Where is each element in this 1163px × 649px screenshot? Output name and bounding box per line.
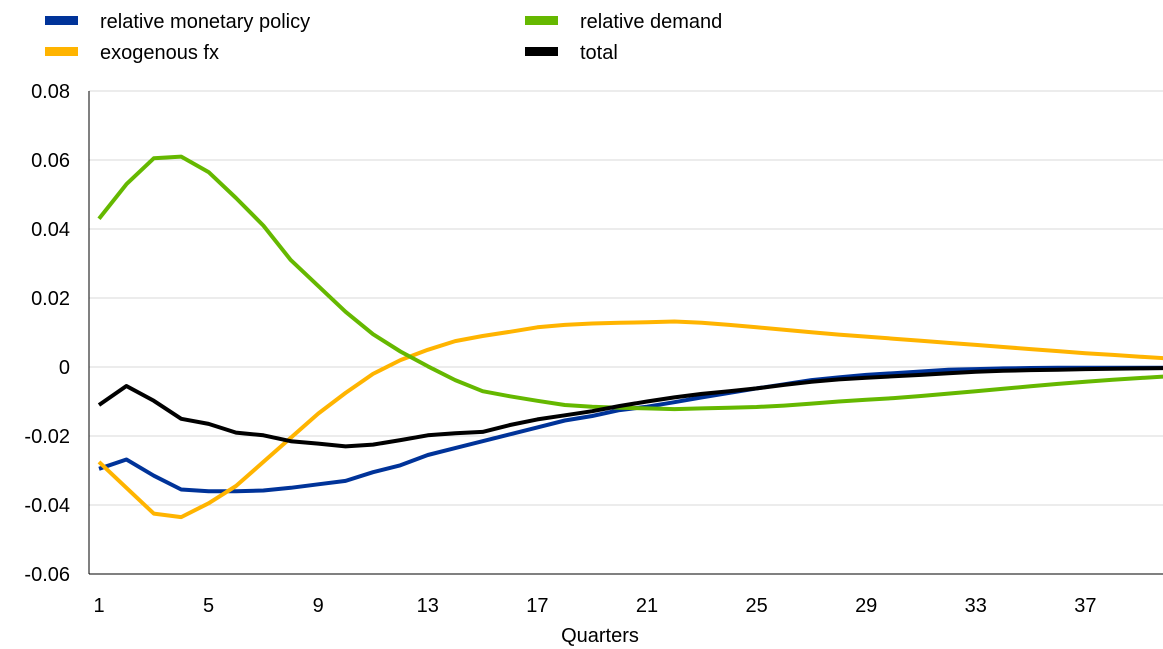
x-tick-label: 21 [636, 595, 658, 617]
y-tick-label: 0.02 [31, 288, 70, 310]
x-tick-label: 13 [417, 595, 439, 617]
legend-label: total [580, 42, 618, 64]
series-line-relative-demand [97, 154, 1163, 412]
x-tick-label: 29 [855, 595, 877, 617]
legend-label: exogenous fx [100, 42, 219, 64]
x-axis-title: Quarters [561, 625, 639, 647]
gridlines [89, 90, 1163, 506]
x-tick-label: 37 [1074, 595, 1096, 617]
x-tick-label: 9 [313, 595, 324, 617]
legend: relative monetary policy relative demand e… [45, 11, 722, 64]
legend-swatch [525, 47, 558, 56]
legend-swatch [45, 16, 78, 25]
legend-swatch [45, 47, 78, 56]
y-tick-label: -0.02 [24, 426, 70, 448]
series-line-total [97, 366, 1163, 449]
y-tick-label: 0 [59, 357, 70, 379]
x-tick-label: 1 [93, 595, 104, 617]
y-tick-label: -0.06 [24, 564, 70, 586]
x-tick-label: 17 [526, 595, 548, 617]
axes [88, 91, 1163, 575]
x-tick-label: 25 [745, 595, 767, 617]
legend-label: relative demand [580, 11, 722, 33]
series-line-relative-monetary-policy [98, 365, 1163, 494]
y-tick-label: 0.08 [31, 81, 70, 103]
x-tick-label: 5 [203, 595, 214, 617]
tick-labels: -0.06 -0.04 -0.02 0 0.02 0.04 0.06 0.08 1 5 9 13 17 2… [24, 81, 1096, 617]
y-tick-label: 0.06 [31, 150, 70, 172]
y-tick-label: 0.04 [31, 219, 70, 241]
series-group [97, 154, 1163, 520]
legend-swatch [525, 16, 558, 25]
series-line-exogenous-fx [97, 319, 1163, 520]
x-tick-label: 33 [965, 595, 987, 617]
y-tick-label: -0.04 [24, 495, 70, 517]
legend-label: relative monetary policy [100, 11, 310, 33]
